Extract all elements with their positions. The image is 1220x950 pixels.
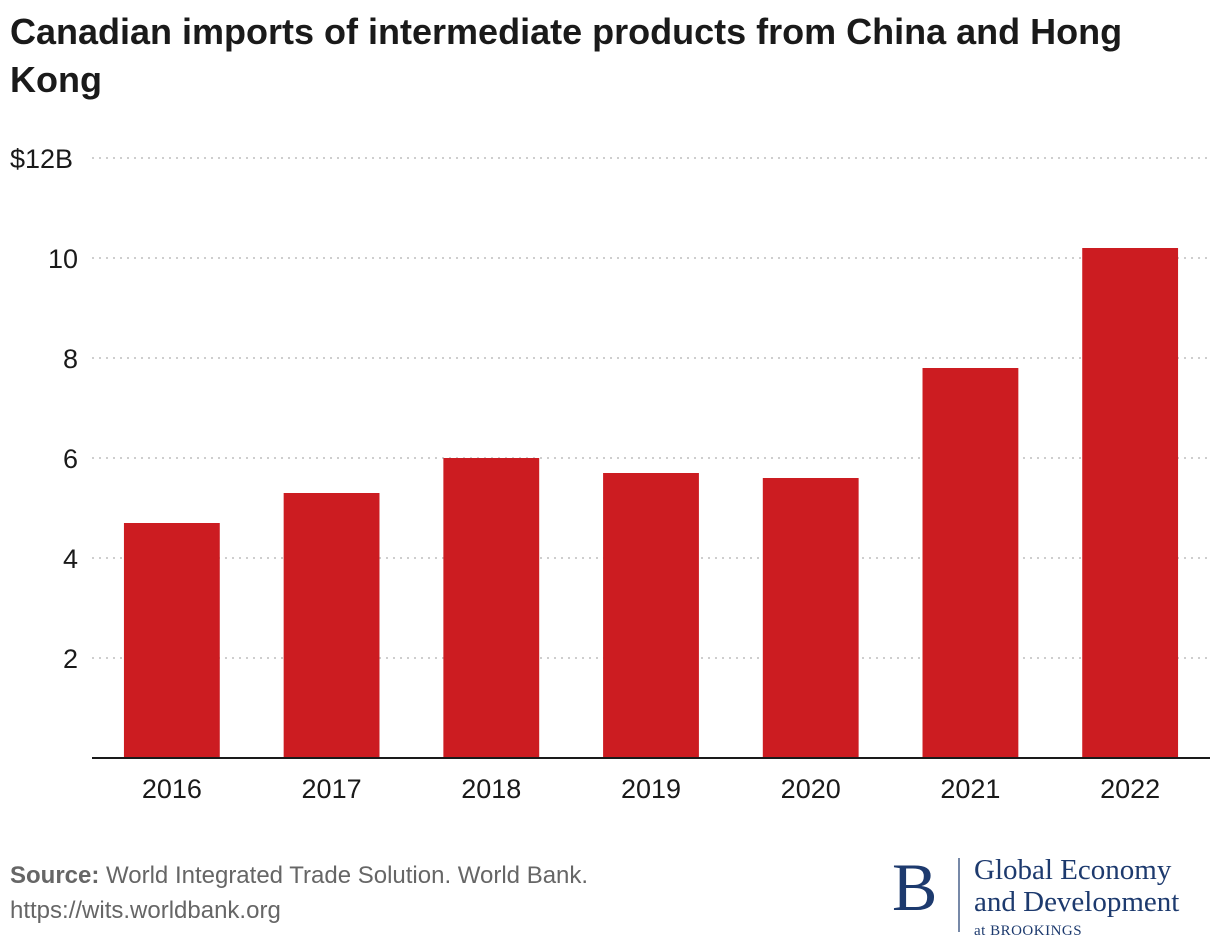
gridlines <box>92 157 1210 659</box>
y-tick-label-10: 10 <box>48 244 78 274</box>
logo-line-and-development: and Development <box>974 886 1180 918</box>
logo-line-at-brookings: at BROOKINGS <box>974 923 1083 939</box>
source-text: World Integrated Trade Solution. World B… <box>106 862 589 889</box>
x-tick-label-2016: 2016 <box>142 774 202 804</box>
x-tick-label-2021: 2021 <box>940 774 1000 804</box>
y-tick-label-12: $12B <box>10 144 73 174</box>
brookings-logo: B Global Economy and Development at BROO… <box>892 852 1212 944</box>
bars <box>123 248 1179 758</box>
bar-2016 <box>123 523 220 758</box>
y-axis-tick-labels: 2 4 6 8 10 $12B <box>10 144 78 674</box>
y-tick-label-8: 8 <box>63 344 78 374</box>
logo-divider <box>958 858 960 932</box>
logo-wordmark: Global Economy and Development at BROOKI… <box>974 854 1179 942</box>
source-label: Source: <box>10 862 100 889</box>
source-url: https://wits.worldbank.org <box>10 897 281 924</box>
x-tick-label-2020: 2020 <box>781 774 841 804</box>
x-tick-label-2017: 2017 <box>302 774 362 804</box>
bar-2022 <box>1082 248 1179 758</box>
bar-2020 <box>762 478 859 758</box>
x-tick-label-2022: 2022 <box>1100 774 1160 804</box>
y-tick-label-6: 6 <box>63 444 78 474</box>
x-axis-tick-labels: 2016 2017 2018 2019 2020 2021 2022 <box>142 774 1160 804</box>
bar-2021 <box>922 368 1019 758</box>
chart-title: Canadian imports of intermediate product… <box>10 11 1123 100</box>
y-tick-label-4: 4 <box>63 544 78 574</box>
source-note: Source: World Integrated Trade Solution.… <box>10 858 770 928</box>
bar-2017 <box>283 493 380 758</box>
x-tick-label-2018: 2018 <box>461 774 521 804</box>
logo-line-global-economy: Global Economy <box>974 854 1172 886</box>
bar-2018 <box>443 458 540 758</box>
bar-2019 <box>603 473 699 758</box>
y-tick-label-2: 2 <box>63 644 78 674</box>
brookings-b-logo-mark: B <box>892 849 938 925</box>
bar-chart: 2 4 6 8 10 $12B 2016 2017 2018 2019 2020 2021 2022 <box>10 144 1210 804</box>
x-tick-label-2019: 2019 <box>621 774 681 804</box>
